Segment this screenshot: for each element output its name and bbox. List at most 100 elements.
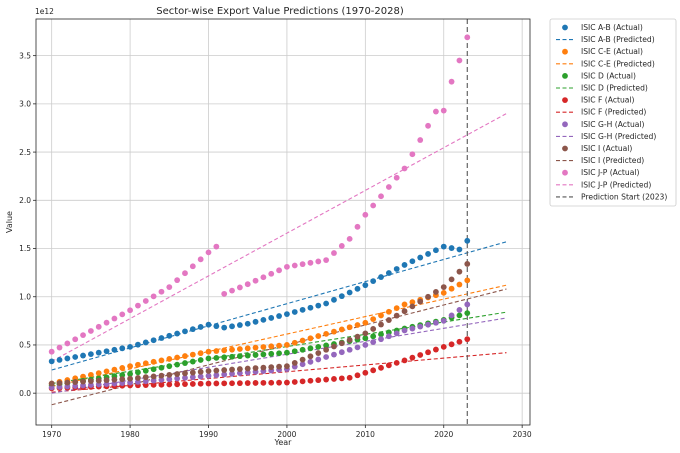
y-tick-label: 0.0 [19,389,31,398]
data-point [48,358,55,365]
legend: ISIC A-B (Actual) ISIC A-B (Predicted) ISI… [549,18,677,207]
y-tick-label: 1.5 [19,244,31,253]
data-point [338,349,345,356]
data-point [135,361,141,368]
data-point [150,293,157,300]
legend-label: ISIC A-B (Predicted) [581,35,655,44]
data-point [401,165,408,172]
data-point [166,381,173,388]
data-point [221,371,228,378]
data-point [72,379,79,385]
data-point [182,374,188,381]
data-point [276,363,282,370]
data-point [182,353,188,359]
data-point [174,361,181,368]
data-point [174,330,181,337]
data-point [307,259,314,266]
data-point [111,376,118,383]
data-point [307,335,314,342]
data-point [354,223,361,230]
y-tick-label: 0.5 [19,341,31,350]
data-point [362,330,369,337]
data-point [284,349,290,356]
data-point [135,341,141,348]
data-point [346,346,353,353]
data-point [315,333,322,339]
data-point [182,360,188,366]
legend-marker [562,48,568,55]
data-point [307,353,314,360]
data-point [331,328,337,335]
data-point [221,380,228,387]
data-point [385,333,392,340]
data-point [299,356,306,363]
data-point [127,307,133,314]
data-point [276,350,282,357]
data-point [331,296,337,303]
data-point [189,369,196,376]
legend-marker [562,169,568,176]
data-point [205,368,212,374]
data-point [48,348,55,355]
data-point [268,350,275,357]
data-point [174,277,181,284]
data-point [260,379,267,386]
data-point [95,377,102,384]
data-point [260,274,267,281]
data-point [48,380,55,387]
legend-label: ISIC G-H (Actual) [581,120,645,129]
data-point [64,340,71,347]
data-point [370,278,377,285]
data-point [323,342,330,349]
data-point [252,365,259,372]
data-point [103,368,110,375]
data-point [189,358,196,365]
legend-label: ISIC I (Actual) [581,144,632,153]
data-point [174,381,181,388]
data-point [448,78,455,85]
data-point [80,378,86,385]
data-point [197,380,204,387]
data-point [244,281,251,288]
legend-label: ISIC F (Actual) [581,96,635,105]
data-point [119,376,126,383]
data-point [252,344,259,351]
legend-label: ISIC C-E (Actual) [581,47,643,56]
data-point [260,344,267,350]
data-point [409,299,416,306]
x-tick-label: 1990 [199,430,218,439]
y-axis-ticks: 0.0 0.5 1.0 1.5 2.0 2.5 3.0 3.5 [19,51,36,398]
legend-label: Prediction Start (2023) [581,192,667,201]
data-point [135,375,141,381]
data-point [229,353,235,360]
data-point [95,370,102,377]
data-point [135,302,141,309]
data-point [378,312,384,319]
legend-label: ISIC G-H (Predicted) [581,132,656,141]
data-point [197,357,204,363]
data-point [448,276,455,283]
data-point [315,350,322,356]
data-point [252,318,259,325]
data-point [417,254,424,261]
data-point [440,289,447,296]
data-point [315,302,322,309]
data-point [307,345,314,352]
data-point [299,378,306,385]
data-point [456,307,463,313]
data-point [440,343,447,350]
data-point [417,137,424,143]
data-point [268,364,275,371]
legend-label: ISIC A-B (Actual) [581,23,643,32]
data-point [205,321,212,328]
data-point [299,306,306,313]
x-axis-ticks: 1970 1980 1990 2000 2010 2020 2030 [42,425,532,439]
data-point [433,247,439,254]
data-point [409,258,416,265]
data-point [464,301,471,308]
data-point [142,374,149,381]
data-point [229,346,235,353]
data-point [268,270,275,277]
data-point [456,246,463,253]
data-point [291,309,298,315]
